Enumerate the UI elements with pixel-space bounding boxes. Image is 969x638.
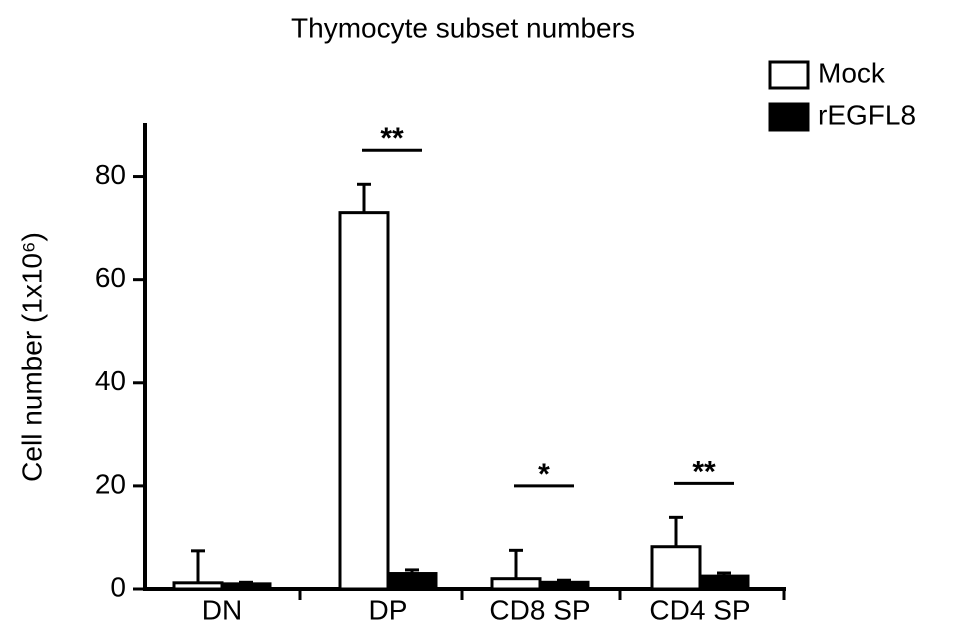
- significance-label: *: [538, 458, 550, 491]
- y-tick-label: 40: [95, 365, 126, 396]
- y-axis-label: Cell number (1x10⁶): [16, 232, 47, 482]
- bar: [386, 572, 438, 591]
- bar: [538, 580, 590, 591]
- bar: [220, 582, 272, 591]
- bar: [490, 577, 542, 591]
- x-tick-label: CD8 SP: [489, 594, 590, 625]
- bar: [172, 581, 224, 591]
- x-axis-ticks: [298, 589, 786, 600]
- bar: [338, 211, 390, 591]
- legend-swatch: [768, 102, 810, 132]
- legend-label: Mock: [818, 57, 886, 88]
- x-tick-label: DP: [369, 594, 408, 625]
- significance-label: **: [692, 455, 716, 488]
- x-tick-label: DN: [202, 594, 242, 625]
- y-tick-label: 20: [95, 468, 126, 499]
- bar: [650, 545, 702, 591]
- y-tick-label: 60: [95, 262, 126, 293]
- y-tick-label: 80: [95, 159, 126, 190]
- legend-label: rEGFL8: [818, 99, 916, 130]
- y-tick-label: 0: [110, 571, 126, 602]
- x-tick-label: CD4 SP: [649, 594, 750, 625]
- significance-label: **: [380, 122, 404, 155]
- chart-title: Thymocyte subset numbers: [291, 12, 635, 43]
- legend-swatch: [768, 60, 810, 90]
- bar: [698, 574, 750, 591]
